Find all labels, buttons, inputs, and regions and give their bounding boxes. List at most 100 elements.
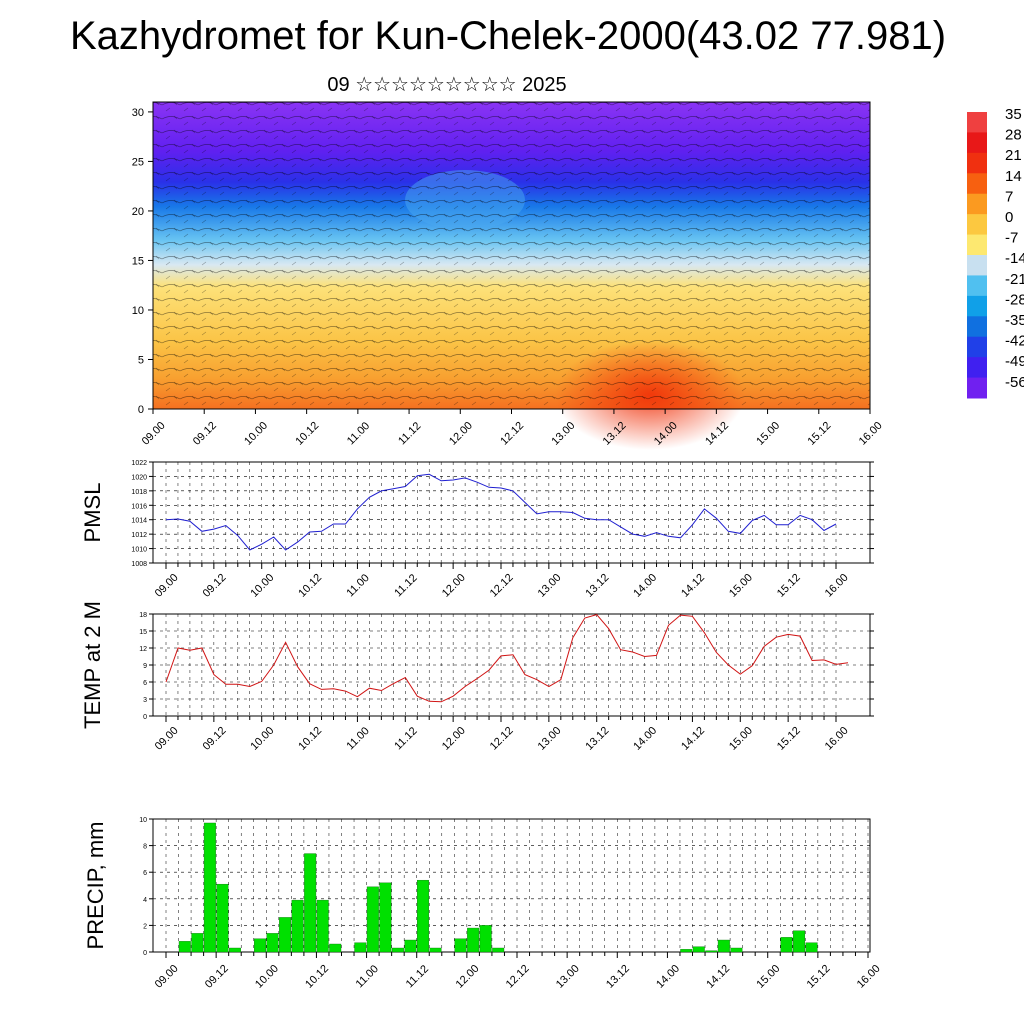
x-tick-label: 13.00 xyxy=(554,963,582,991)
y-tick-label: 6 xyxy=(143,680,147,687)
precip-bar xyxy=(404,939,417,953)
x-tick-label: 09.00 xyxy=(153,572,181,600)
colorbar-label: -7 xyxy=(1005,230,1018,247)
x-tick-label: 10.00 xyxy=(253,963,281,991)
x-tick-label: 11.00 xyxy=(344,572,371,599)
y-tick-label: 1008 xyxy=(131,561,147,568)
y-tick-label: 5 xyxy=(138,354,144,366)
x-tick-label: 11.12 xyxy=(392,572,419,599)
y-tick-label: 10 xyxy=(139,817,147,824)
colorbar-swatch xyxy=(967,214,987,236)
y-tick-label: 2 xyxy=(143,923,147,930)
x-tick-label: 11.00 xyxy=(344,725,371,752)
y-axis-label: TEMP at 2 M xyxy=(80,601,105,729)
x-tick-label: 11.12 xyxy=(396,420,423,447)
colorbar-swatch xyxy=(967,255,987,276)
x-tick-label: 15.12 xyxy=(806,420,834,448)
colorbar-swatch xyxy=(967,112,987,133)
precip-bar xyxy=(417,879,429,953)
precip-bar xyxy=(479,925,492,953)
series-line xyxy=(165,614,849,703)
colorbar-swatch xyxy=(967,173,987,195)
x-tick-label: 10.00 xyxy=(242,420,270,448)
precip-bar xyxy=(692,946,705,953)
y-axis-label: PRECIP, mm xyxy=(83,822,108,950)
precip-bar xyxy=(291,899,304,953)
colorbar: 35 28 21 14 7 0 -7 -14 -21 -28 -35 -42 -49 -56 xyxy=(967,106,1024,399)
precip-bar xyxy=(467,927,480,953)
x-tick-label: 14.12 xyxy=(704,963,732,991)
precip-bar xyxy=(354,942,367,953)
x-tick-label: 14.00 xyxy=(654,963,682,991)
colorbar-label: 35 xyxy=(1005,106,1022,123)
precip-bar xyxy=(279,917,292,953)
precip-bar xyxy=(680,949,693,953)
y-tick-label: 6 xyxy=(143,870,147,877)
plot-frame xyxy=(152,818,871,953)
precip-bar xyxy=(391,947,404,953)
colorbar-label: -49 xyxy=(1005,353,1024,370)
x-tick-label: 09.12 xyxy=(201,572,229,600)
y-tick-label: 1018 xyxy=(131,489,147,496)
precip-bar xyxy=(717,939,730,953)
colorbar-label: 28 xyxy=(1005,127,1022,144)
y-tick-label: 8 xyxy=(143,844,147,851)
colorbar-swatch xyxy=(967,193,987,215)
x-tick-label: 09.00 xyxy=(153,725,181,753)
x-tick-label: 15.12 xyxy=(775,572,803,600)
x-tick-label: 09.12 xyxy=(201,725,229,753)
colorbar-swatch xyxy=(967,377,987,399)
colorbar-swatch xyxy=(967,132,987,154)
precip-bar xyxy=(266,933,279,953)
x-tick-label: 10.00 xyxy=(248,572,276,600)
x-tick-label: 10.12 xyxy=(293,420,321,448)
x-tick-label: 12.12 xyxy=(504,963,532,991)
colorbar-swatch xyxy=(967,357,987,379)
chart-subtitle: 09 ☆☆☆☆☆☆☆☆☆ 2025 xyxy=(327,74,567,96)
x-tick-label: 11.12 xyxy=(392,725,419,752)
x-tick-label: 12.00 xyxy=(454,963,482,991)
series-line xyxy=(165,473,837,551)
colorbar-label: -28 xyxy=(1005,291,1024,308)
x-tick-label: 14.00 xyxy=(631,572,659,600)
y-tick-label: 1010 xyxy=(131,547,147,554)
y-tick-label: 15 xyxy=(132,255,144,267)
colorbar-label: 14 xyxy=(1005,168,1022,185)
colorbar-label: -42 xyxy=(1005,333,1024,350)
colorbar-label: -56 xyxy=(1005,374,1024,391)
precip-bar xyxy=(228,947,241,953)
x-tick-label: 15.12 xyxy=(805,963,833,991)
precip-bar xyxy=(366,886,379,953)
precip-bar xyxy=(329,943,342,953)
precip-bar xyxy=(780,937,793,953)
precip-bar xyxy=(304,853,317,953)
x-tick-label: 13.12 xyxy=(604,963,632,991)
precip-bar xyxy=(793,930,806,953)
x-tick-label: 13.12 xyxy=(583,572,611,600)
colorbar-swatch xyxy=(967,234,987,256)
x-tick-label: 16.00 xyxy=(823,572,851,600)
x-tick-label: 14.12 xyxy=(679,572,707,600)
x-tick-label: 13.00 xyxy=(536,725,564,753)
y-tick-label: 20 xyxy=(132,206,144,218)
colorbar-label: -14 xyxy=(1005,250,1024,267)
colorbar-swatch xyxy=(967,316,987,338)
x-tick-label: 12.00 xyxy=(440,572,468,600)
precip-bar xyxy=(216,883,229,953)
precip-bar xyxy=(492,947,505,953)
x-tick-label: 15.12 xyxy=(775,725,803,753)
x-tick-label: 15.00 xyxy=(727,572,755,600)
y-tick-label: 1022 xyxy=(131,460,147,467)
x-tick-label: 15.00 xyxy=(754,963,782,991)
x-tick-label: 11.00 xyxy=(345,420,372,447)
x-tick-label: 15.00 xyxy=(754,420,782,448)
wind-streamlines xyxy=(153,102,870,409)
x-tick-label: 16.00 xyxy=(857,420,885,448)
x-tick-label: 15.00 xyxy=(727,725,755,753)
colorbar-swatch xyxy=(967,336,987,358)
x-tick-label: 10.00 xyxy=(248,725,276,753)
x-tick-label: 10.12 xyxy=(303,963,331,991)
y-tick-label: 1020 xyxy=(131,474,147,481)
cross-section-panel: 0 5 10 15 20 25 30 09.00 09.12 10.00 10.12 11.00 11.… xyxy=(132,101,885,450)
x-tick-label: 11.12 xyxy=(404,963,431,990)
